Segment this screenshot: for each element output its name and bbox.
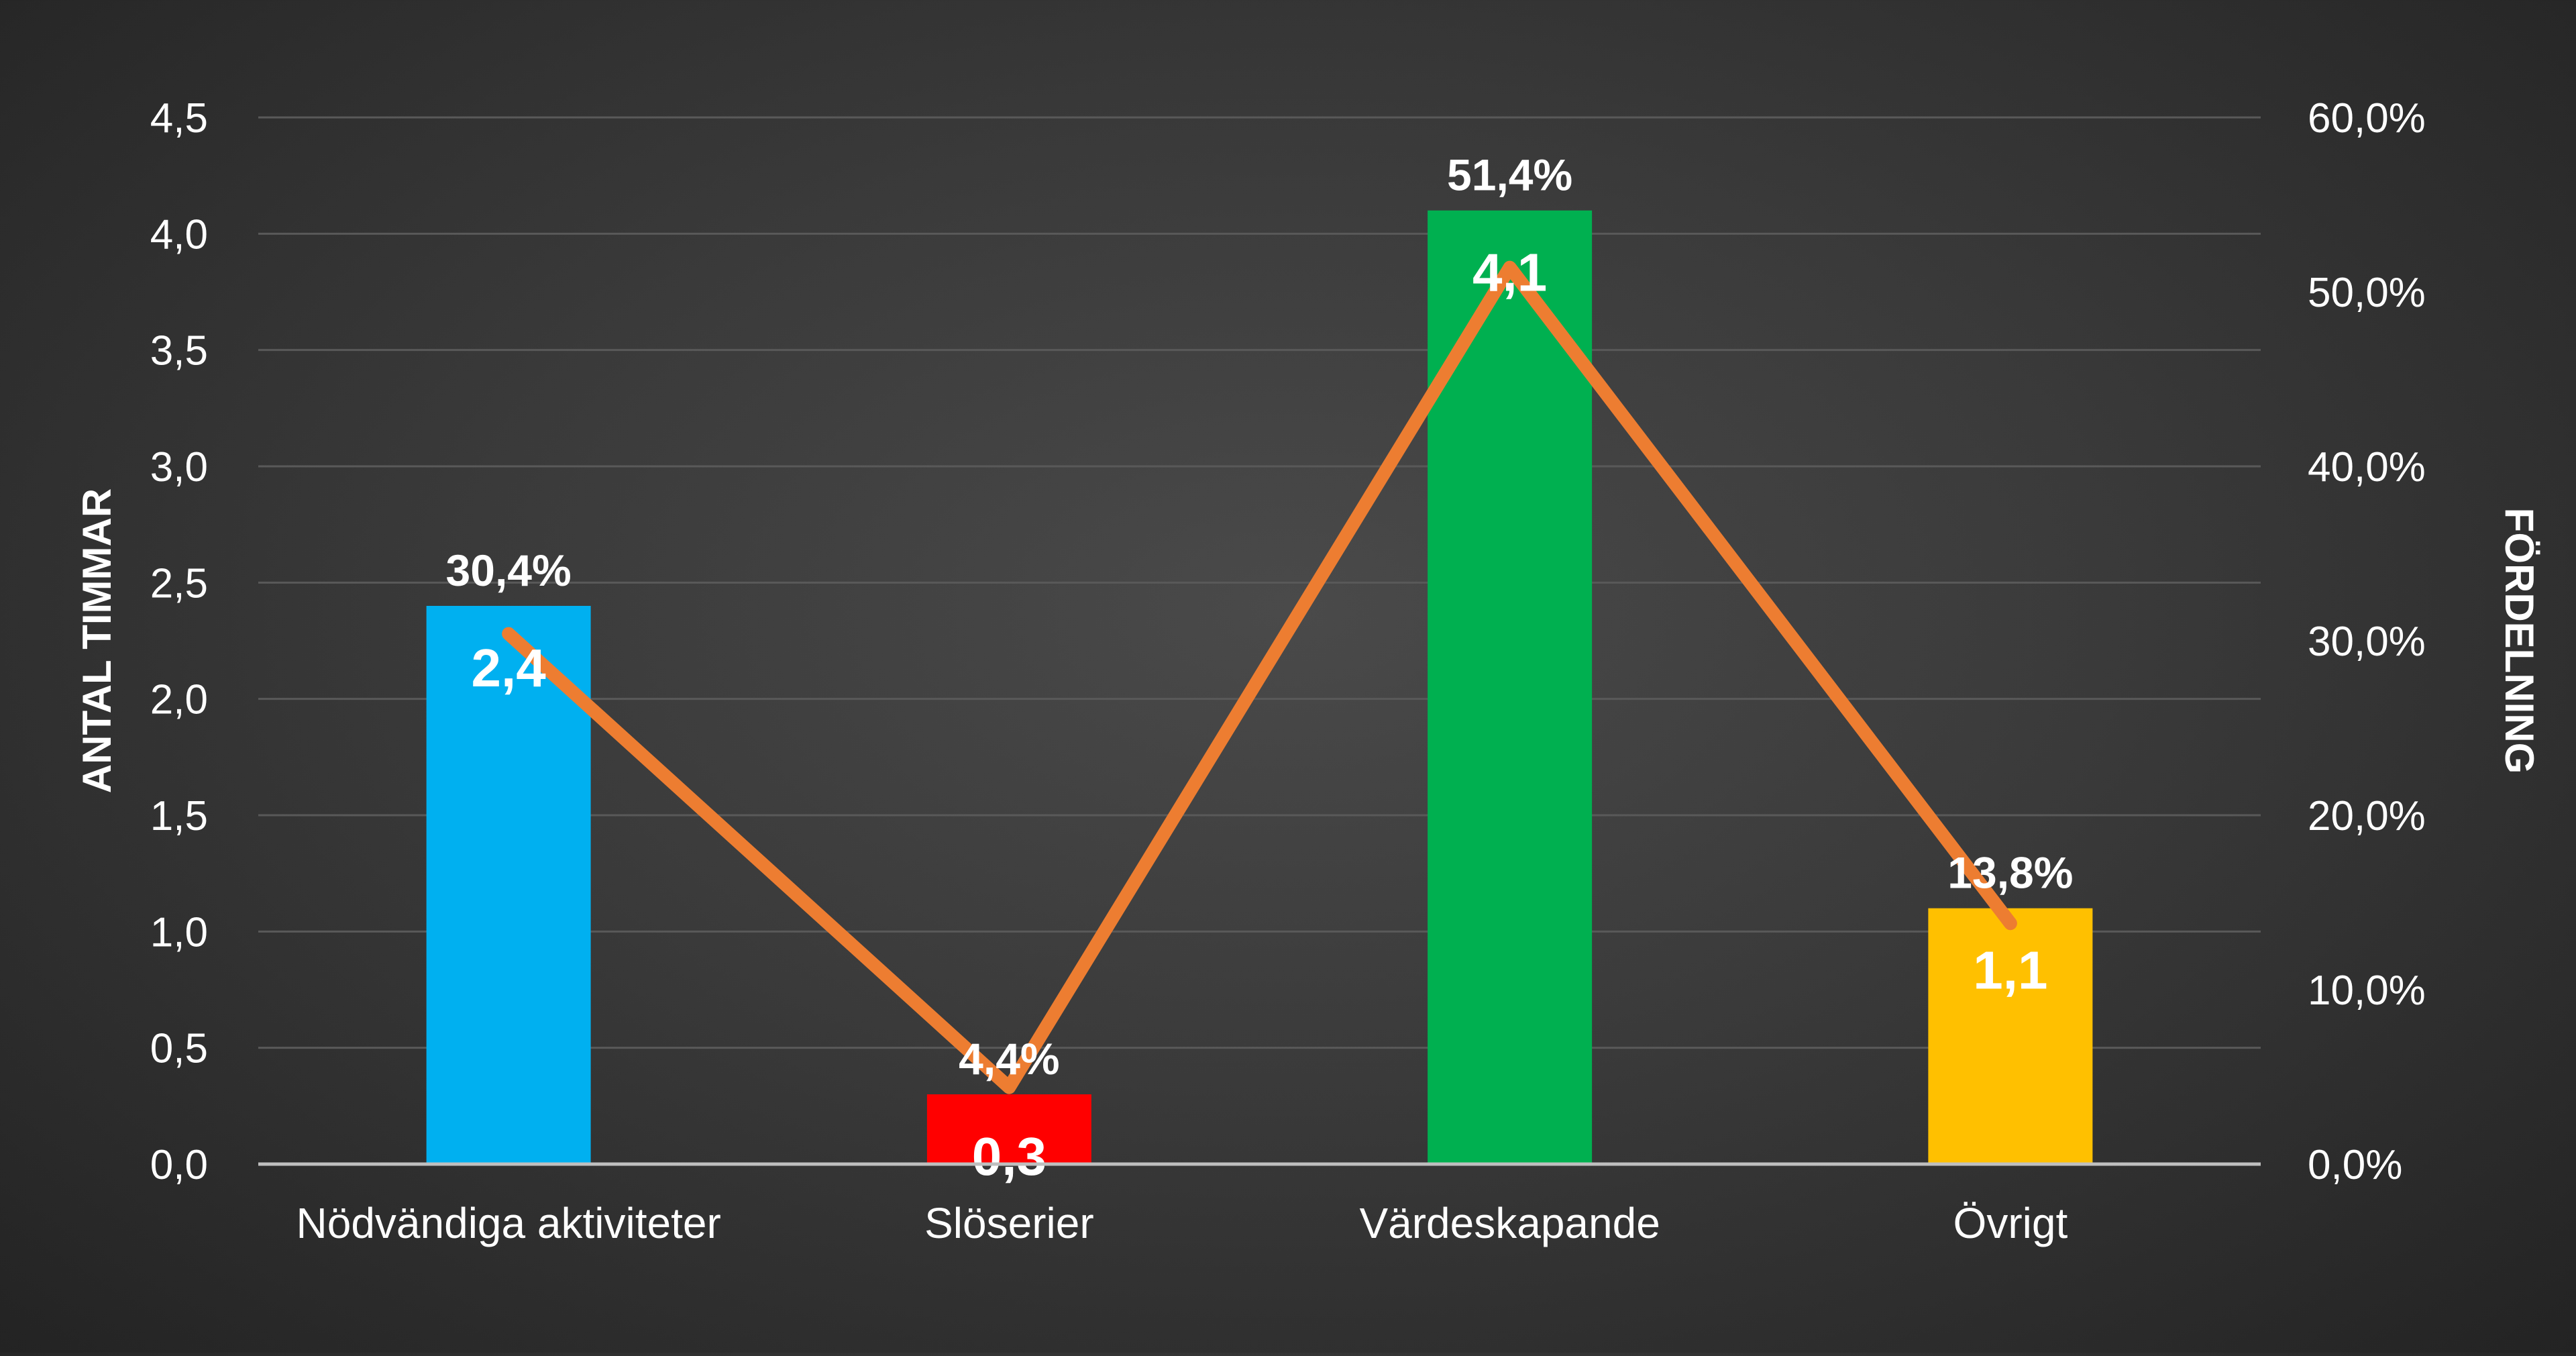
- bar-value-label: 0,3: [972, 1127, 1046, 1186]
- y-tick-label-right: 0,0%: [2308, 1142, 2402, 1188]
- y-tick-label-left: 2,0: [150, 677, 208, 723]
- y-tick-label-left: 1,5: [150, 793, 208, 839]
- y-tick-label-left: 1,0: [150, 909, 208, 955]
- x-tick-label: Övrigt: [1953, 1199, 2068, 1247]
- y-tick-label-right: 30,0%: [2308, 619, 2426, 665]
- y-tick-label-right: 60,0%: [2308, 95, 2426, 142]
- y-axis-title-right: FÖRDELNING: [2497, 508, 2542, 774]
- line-point: [1507, 264, 1513, 270]
- x-tick-label: Slöserier: [924, 1199, 1094, 1247]
- y-tick-label-left: 0,0: [150, 1142, 208, 1188]
- distribution-line: [502, 260, 2017, 1094]
- bars: [426, 210, 2093, 1165]
- y-tick-label-right: 20,0%: [2308, 793, 2426, 839]
- line-point: [2007, 921, 2013, 927]
- bar-value-label: 1,1: [1973, 941, 2047, 1000]
- percent-value-label: 4,4%: [959, 1034, 1059, 1084]
- x-tick-label: Värdeskapande: [1359, 1199, 1660, 1247]
- percent-value-label: 30,4%: [446, 545, 572, 595]
- bar: [1928, 908, 2093, 1164]
- y-tick-label-left: 4,5: [150, 95, 208, 142]
- bar-value-label: 4,1: [1472, 243, 1547, 303]
- line-point: [506, 631, 512, 637]
- percent-value-label: 51,4%: [1447, 150, 1572, 200]
- y-tick-label-left: 2,5: [150, 560, 208, 607]
- bar-value-label: 2,4: [472, 638, 547, 698]
- axes: 0,0 0,5 1,0 1,5 2,0 2,5 3,0 3,5 4,0 4,5 0,0% 10,0% 2…: [74, 95, 2542, 1247]
- gridlines: [258, 116, 2261, 1049]
- percent-value-label: 13,8%: [1947, 848, 2073, 898]
- x-tick-label: Nödvändiga aktiviteter: [297, 1199, 721, 1247]
- y-tick-label-right: 40,0%: [2308, 444, 2426, 490]
- y-axis-title-left: ANTAL TIMMAR: [74, 488, 119, 793]
- bar: [926, 1094, 1091, 1164]
- data-labels: 2,4 30,4% 0,3 4,4% 4,1 51,4% 1,1 13,8%: [446, 150, 2074, 1186]
- y-tick-label-left: 3,5: [150, 328, 208, 374]
- y-tick-label-left: 4,0: [150, 211, 208, 258]
- line-point: [1006, 1084, 1012, 1090]
- y-tick-label-right: 50,0%: [2308, 270, 2426, 316]
- y-tick-label-left: 3,0: [150, 444, 208, 490]
- distribution-line-path: [502, 260, 2017, 1094]
- bar: [426, 606, 591, 1164]
- y-tick-label-right: 10,0%: [2308, 968, 2426, 1014]
- y-tick-label-left: 0,5: [150, 1026, 208, 1072]
